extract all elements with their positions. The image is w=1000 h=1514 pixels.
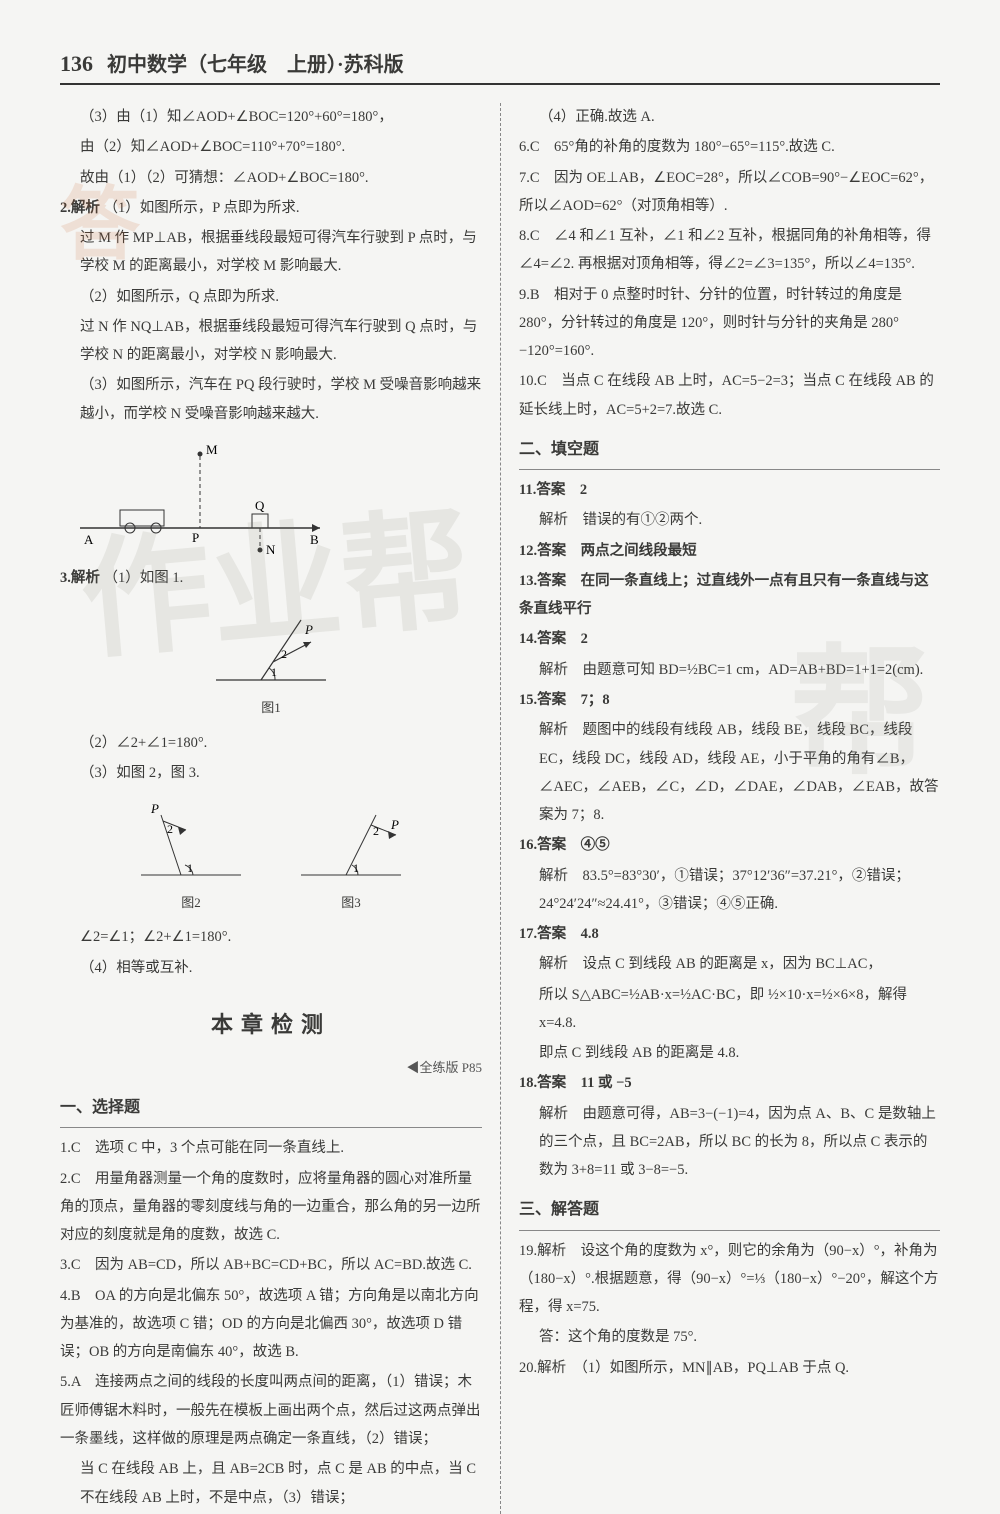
answer-19b: 答：这个角的度数是 75°. — [519, 1323, 940, 1351]
fig1-svg: 1 2 P — [201, 600, 341, 695]
answer-18-exp: 解析 由题意可得，AB=3−(−1)=4，因为点 A、B、C 是数轴上的三个点，… — [519, 1100, 940, 1185]
answer-16-exp: 解析 83.5°=83°30′，①错误；37°12′36″=37.21°，②错误… — [519, 862, 940, 919]
answer-4: 4.B OA 的方向是北偏东 50°，故选项 A 错；方向角是以南北方向为基准的… — [60, 1282, 482, 1367]
answer-13: 13.答案 在同一条直线上；过直线外一点有且只有一条直线与这条直线平行 — [519, 567, 940, 624]
figure-2: 1 2 P 图2 — [131, 795, 251, 915]
section-1-title: 一、选择题 — [60, 1092, 482, 1128]
fig3-svg: 1 2 P — [291, 795, 411, 890]
fig3-label: 图3 — [291, 890, 411, 915]
answer-18: 18.答案 11 或 −5 — [519, 1069, 940, 1097]
answer-19a: 19.解析 设这个角的度数为 x°，则它的余角为（90−x）°，补角为（180−… — [519, 1237, 940, 1322]
section-2-title: 二、填空题 — [519, 434, 940, 470]
answer-20: 20.解析 （1）如图所示，MN∥AB，PQ⊥AB 于点 Q. — [519, 1354, 940, 1382]
paragraph: ∠2=∠1；∠2+∠1=180°. — [60, 923, 482, 951]
answer-12: 12.答案 两点之间线段最短 — [519, 537, 940, 565]
label-A: A — [84, 532, 94, 547]
chapter-test-title: 本章检测 — [60, 1004, 482, 1047]
paragraph: （2）∠2+∠1=180°. — [60, 729, 482, 757]
content-columns: （3）由（1）知∠AOD+∠BOC=120°+60°=180°， 由（2）知∠A… — [60, 103, 940, 1514]
page-number: 136 — [60, 51, 93, 76]
page-title: 初中数学（七年级 上册）·苏科版 — [107, 54, 404, 76]
angle-1: 1 — [187, 861, 193, 875]
answer-5b: 当 C 在线段 AB 上，且 AB=2CB 时，点 C 是 AB 的中点，当 C… — [60, 1455, 482, 1512]
label-P: P — [192, 530, 199, 545]
angle-2: 2 — [167, 822, 173, 836]
answer-17: 17.答案 4.8 — [519, 920, 940, 948]
answer-3: 3.C 因为 AB=CD，所以 AB+BC=CD+BC，所以 AC=BD.故选 … — [60, 1251, 482, 1279]
answer-15-exp: 解析 题图中的线段有线段 AB，线段 BE，线段 BC，线段 EC，线段 DC，… — [519, 716, 940, 829]
label-B: B — [310, 532, 319, 547]
right-column: （4）正确.故选 A. 6.C 65°角的补角的度数为 180°−65°=115… — [500, 103, 940, 1514]
answer-14: 14.答案 2 — [519, 625, 940, 653]
paragraph: 过 N 作 NQ⊥AB，根据垂线段最短可得汽车行驶到 Q 点时，与学校 N 的距… — [60, 313, 482, 370]
q2-head: 2.解析 — [60, 200, 100, 216]
figure-1: 1 2 P 图1 — [60, 600, 482, 720]
paragraph: 由（2）知∠AOD+∠BOC=110°+70°=180°. — [60, 133, 482, 161]
figure-2-3: 1 2 P 图2 1 2 P 图3 — [60, 795, 482, 915]
label-N: N — [266, 542, 276, 556]
angle-1: 1 — [353, 861, 359, 875]
paragraph: （4）相等或互补. — [60, 954, 482, 982]
fig1-label: 图1 — [60, 695, 482, 720]
answer-7: 7.C 因为 OE⊥AB，∠EOC=28°，所以∠COB=90°−∠EOC=62… — [519, 164, 940, 221]
label-M: M — [206, 442, 218, 457]
answer-6: 6.C 65°角的补角的度数为 180°−65°=115°.故选 C. — [519, 133, 940, 161]
figure-3: 1 2 P 图3 — [291, 795, 411, 915]
angle-1: 1 — [271, 665, 277, 679]
question-3: 3.解析 （1）如图 1. — [60, 564, 482, 592]
answer-16: 16.答案 ④⑤ — [519, 831, 940, 859]
label-P: P — [304, 622, 313, 637]
q2-1: （1）如图所示，P 点即为所求. — [104, 200, 300, 216]
road-diagram-svg: A B M P N Q — [60, 436, 340, 556]
label-Q: Q — [255, 498, 265, 513]
answer-8: 8.C ∠4 和∠1 互补，∠1 和∠2 互补，根据同角的补角相等，得∠4=∠2… — [519, 222, 940, 279]
angle-2: 2 — [281, 647, 287, 661]
reference-text: ◀全练版 P85 — [60, 1055, 482, 1080]
paragraph: （3）由（1）知∠AOD+∠BOC=120°+60°=180°， — [60, 103, 482, 131]
answer-14-exp: 解析 由题意可知 BD=½BC=1 cm，AD=AB+BD=1+1=2(cm). — [519, 656, 940, 684]
left-column: （3）由（1）知∠AOD+∠BOC=120°+60°=180°， 由（2）知∠A… — [60, 103, 500, 1514]
q3-head: 3.解析 — [60, 570, 100, 586]
answer-2: 2.C 用量角器测量一个角的度数时，应将量角器的圆心对准所量角的顶点，量角器的零… — [60, 1165, 482, 1250]
answer-9: 9.B 相对于 0 点整时时针、分针的位置，时针转过的角度是 280°，分针转过… — [519, 281, 940, 366]
angle-2: 2 — [373, 824, 379, 838]
section-3-title: 三、解答题 — [519, 1194, 940, 1230]
question-2: 2.解析 （1）如图所示，P 点即为所求. — [60, 194, 482, 222]
answer-5a: 5.A 连接两点之间的线段的长度叫两点间的距离，（1）错误；木匠师傅锯木料时，一… — [60, 1368, 482, 1453]
label-P: P — [390, 817, 399, 832]
paragraph: 过 M 作 MP⊥AB，根据垂线段最短可得汽车行驶到 P 点时，与学校 M 的距… — [60, 224, 482, 281]
answer-11-exp: 解析 错误的有①②两个. — [519, 506, 940, 534]
answer-17-exp2: 所以 S△ABC=½AB·x=½AC·BC，即 ½×10·x=½×6×8，解得 … — [519, 981, 940, 1038]
answer-10: 10.C 当点 C 在线段 AB 上时，AC=5−2=3；当点 C 在线段 AB… — [519, 367, 940, 424]
answer-17-exp1: 解析 设点 C 到线段 AB 的距离是 x，因为 BC⊥AC， — [519, 950, 940, 978]
fig2-svg: 1 2 P — [131, 795, 251, 890]
figure-road: A B M P N Q — [60, 436, 482, 556]
paragraph: （3）如图所示，汽车在 PQ 段行驶时，学校 M 受噪音影响越来越小，而学校 N… — [60, 371, 482, 428]
answer-11: 11.答案 2 — [519, 476, 940, 504]
label-P: P — [150, 801, 159, 816]
answer-15: 15.答案 7；8 — [519, 686, 940, 714]
answer-17-exp3: 即点 C 到线段 AB 的距离是 4.8. — [519, 1039, 940, 1067]
fig2-label: 图2 — [131, 890, 251, 915]
paragraph: 故由（1）（2）可猜想：∠AOD+∠BOC=180°. — [60, 164, 482, 192]
paragraph: （3）如图 2，图 3. — [60, 759, 482, 787]
q3-1: （1）如图 1. — [104, 570, 184, 586]
answer-1: 1.C 选项 C 中，3 个点可能在同一条直线上. — [60, 1134, 482, 1162]
paragraph: （2）如图所示，Q 点即为所求. — [60, 283, 482, 311]
page-header: 136 初中数学（七年级 上册）·苏科版 — [60, 48, 940, 85]
answer-5c: （4）正确.故选 A. — [519, 103, 940, 131]
